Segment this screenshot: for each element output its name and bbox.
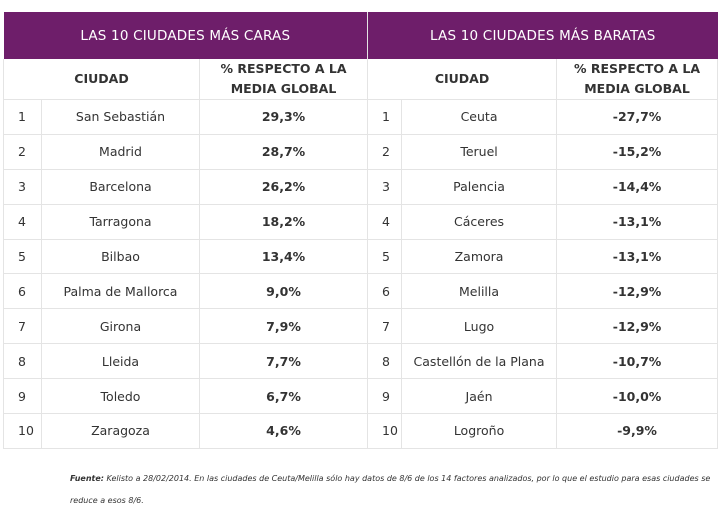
expensive-rank: 10 xyxy=(3,413,42,449)
source-label: Fuente: xyxy=(70,474,104,483)
cheap-city: Cáceres xyxy=(401,203,558,240)
expensive-city-header: CIUDAD xyxy=(3,59,200,100)
expensive-rank: 3 xyxy=(3,168,42,205)
expensive-rank: 2 xyxy=(3,133,42,170)
cheap-pct: -13,1% xyxy=(556,238,719,275)
cheap-city: Ceuta xyxy=(401,99,558,135)
table-row: 9 Toledo 6,7% 9 Jaén -10,0% xyxy=(3,378,719,415)
source-text: Kelisto a 28/02/2014. En las ciudades de… xyxy=(103,474,711,483)
expensive-pct: 18,2% xyxy=(198,203,369,240)
expensive-rank: 4 xyxy=(3,203,42,240)
expensive-pct: 9,0% xyxy=(198,273,369,310)
expensive-city: Lleida xyxy=(41,343,200,380)
table-row: 2 Madrid 28,7% 2 Teruel -15,2% xyxy=(3,133,719,170)
cheap-rank: 10 xyxy=(367,413,403,449)
cheap-pct: -9,9% xyxy=(556,413,719,449)
cheap-rank: 9 xyxy=(367,378,403,415)
expensive-city: Madrid xyxy=(41,133,200,170)
table-row: 3 Barcelona 26,2% 3 Palencia -14,4% xyxy=(3,168,719,205)
source-note: Fuente: Kelisto a 28/02/2014. En las ciu… xyxy=(70,468,720,512)
table-row: 8 Lleida 7,7% 8 Castellón de la Plana -10,7% xyxy=(3,343,719,380)
expensive-pct: 7,7% xyxy=(198,343,369,380)
expensive-pct: 7,9% xyxy=(198,308,369,345)
table-body: 1 San Sebastián 29,3% 1 Ceuta -27,7% 2 Madrid 28… xyxy=(3,99,719,449)
cheap-pct-header: % RESPECTO A LA MEDIA GLOBAL xyxy=(556,59,719,100)
cheap-pct: -12,9% xyxy=(556,308,719,345)
cheap-pct: -27,7% xyxy=(556,99,719,135)
expensive-city: Palma de Mallorca xyxy=(41,273,200,310)
expensive-title: LAS 10 CIUDADES MÁS CARAS xyxy=(3,12,368,59)
cheap-rank: 8 xyxy=(367,343,403,380)
column-header-row: CIUDAD % RESPECTO A LA MEDIA GLOBAL CIUD… xyxy=(3,59,719,100)
cheap-pct: -12,9% xyxy=(556,273,719,310)
expensive-city: Girona xyxy=(41,308,200,345)
cheap-city: Teruel xyxy=(401,133,558,170)
cheap-city: Palencia xyxy=(401,168,558,205)
cheap-rank: 3 xyxy=(367,168,403,205)
source-text-continued: reduce a esos 8/6. xyxy=(70,496,144,505)
expensive-pct: 29,3% xyxy=(198,99,369,135)
expensive-rank: 1 xyxy=(3,99,42,135)
table-row: 1 San Sebastián 29,3% 1 Ceuta -27,7% xyxy=(3,99,719,135)
cheap-pct-header-line1: % RESPECTO A LA xyxy=(573,61,701,76)
expensive-city: San Sebastián xyxy=(41,99,200,135)
cheap-rank: 5 xyxy=(367,238,403,275)
cheap-city: Jaén xyxy=(401,378,558,415)
expensive-city: Toledo xyxy=(41,378,200,415)
cheap-rank: 1 xyxy=(367,99,403,135)
cheap-title: LAS 10 CIUDADES MÁS BARATAS xyxy=(367,12,718,59)
cheap-pct: -14,4% xyxy=(556,168,719,205)
table-row: 10 Zaragoza 4,6% 10 Logroño -9,9% xyxy=(3,413,719,449)
expensive-pct: 4,6% xyxy=(198,413,369,449)
cheap-rank: 7 xyxy=(367,308,403,345)
table-row: 7 Girona 7,9% 7 Lugo -12,9% xyxy=(3,308,719,345)
table-row: 6 Palma de Mallorca 9,0% 6 Melilla -12,9% xyxy=(3,273,719,310)
cheap-city: Castellón de la Plana xyxy=(401,343,558,380)
expensive-pct: 26,2% xyxy=(198,168,369,205)
cheap-rank: 2 xyxy=(367,133,403,170)
cheap-city: Lugo xyxy=(401,308,558,345)
expensive-rank: 6 xyxy=(3,273,42,310)
cheap-rank: 6 xyxy=(367,273,403,310)
expensive-pct: 6,7% xyxy=(198,378,369,415)
expensive-rank: 8 xyxy=(3,343,42,380)
expensive-city: Tarragona xyxy=(41,203,200,240)
cheap-pct: -13,1% xyxy=(556,203,719,240)
cheap-pct: -15,2% xyxy=(556,133,719,170)
expensive-pct-header-line1: % RESPECTO A LA xyxy=(220,61,347,76)
cheap-pct-header-line2: MEDIA GLOBAL xyxy=(584,81,690,96)
banner-row: LAS 10 CIUDADES MÁS CARAS LAS 10 CIUDADE… xyxy=(3,12,718,59)
comparison-table-container: LAS 10 CIUDADES MÁS CARAS LAS 10 CIUDADE… xyxy=(3,12,719,449)
table-row: 4 Tarragona 18,2% 4 Cáceres -13,1% xyxy=(3,203,719,240)
expensive-city: Barcelona xyxy=(41,168,200,205)
expensive-rank: 7 xyxy=(3,308,42,345)
cheap-pct: -10,0% xyxy=(556,378,719,415)
expensive-city: Zaragoza xyxy=(41,413,200,449)
expensive-pct: 13,4% xyxy=(198,238,369,275)
city-comparison-table: LAS 10 CIUDADES MÁS CARAS LAS 10 CIUDADE… xyxy=(3,12,719,449)
cheap-city: Logroño xyxy=(401,413,558,449)
cheap-city: Zamora xyxy=(401,238,558,275)
expensive-pct-header: % RESPECTO A LA MEDIA GLOBAL xyxy=(198,59,369,100)
cheap-pct: -10,7% xyxy=(556,343,719,380)
cheap-city: Melilla xyxy=(401,273,558,310)
expensive-pct-header-line2: MEDIA GLOBAL xyxy=(230,81,337,96)
cheap-rank: 4 xyxy=(367,203,403,240)
expensive-pct: 28,7% xyxy=(198,133,369,170)
expensive-rank: 5 xyxy=(3,238,42,275)
table-row: 5 Bilbao 13,4% 5 Zamora -13,1% xyxy=(3,238,719,275)
expensive-city: Bilbao xyxy=(41,238,200,275)
cheap-city-header: CIUDAD xyxy=(367,59,558,100)
expensive-rank: 9 xyxy=(3,378,42,415)
